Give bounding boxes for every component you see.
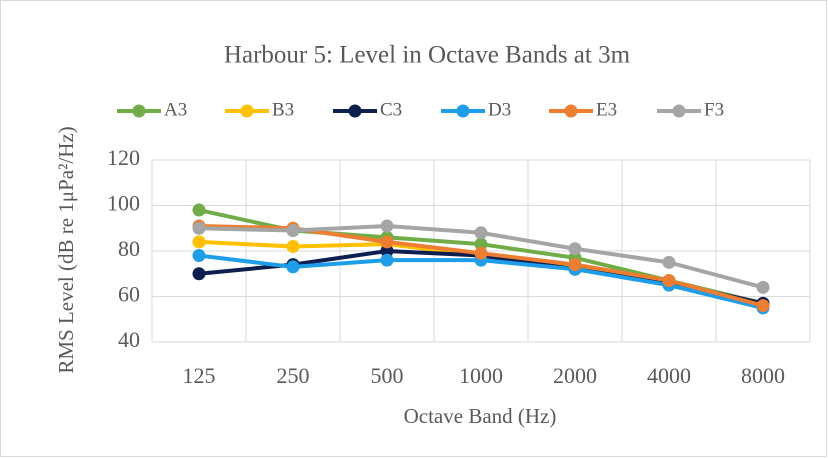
series bbox=[192, 219, 770, 294]
x-axis-label: Octave Band (Hz) bbox=[404, 404, 557, 428]
y-tick-label: 40 bbox=[118, 327, 140, 352]
point bbox=[286, 239, 300, 253]
x-tick-label: 4000 bbox=[647, 363, 691, 388]
legend-label: C3 bbox=[380, 99, 402, 120]
legend-marker bbox=[240, 104, 254, 118]
legend-label: E3 bbox=[596, 99, 617, 120]
y-tick-label: 60 bbox=[118, 282, 140, 307]
point bbox=[380, 235, 394, 249]
legend-label: F3 bbox=[704, 99, 724, 120]
x-tick-label: 1000 bbox=[459, 363, 503, 388]
point bbox=[756, 299, 770, 313]
legend-label: A3 bbox=[164, 99, 187, 120]
point bbox=[192, 267, 206, 281]
y-tick-label: 120 bbox=[107, 145, 140, 170]
x-tick-label: 500 bbox=[371, 363, 404, 388]
legend-marker bbox=[348, 104, 362, 118]
point bbox=[192, 235, 206, 249]
point bbox=[474, 237, 488, 251]
y-axis-label: RMS Level (dB re 1μPa²/Hz) bbox=[54, 126, 78, 373]
point bbox=[286, 260, 300, 274]
point bbox=[192, 221, 206, 235]
point bbox=[662, 255, 676, 269]
x-tick-label: 2000 bbox=[553, 363, 597, 388]
point bbox=[380, 244, 394, 258]
point bbox=[192, 203, 206, 217]
y-tick-label: 80 bbox=[118, 236, 140, 261]
point bbox=[756, 280, 770, 294]
legend-marker bbox=[564, 104, 578, 118]
legend-label: B3 bbox=[272, 99, 294, 120]
point bbox=[380, 219, 394, 233]
legend-marker bbox=[672, 104, 686, 118]
x-tick-label: 250 bbox=[277, 363, 310, 388]
y-tick-label: 100 bbox=[107, 191, 140, 216]
point bbox=[192, 249, 206, 263]
x-tick-label: 125 bbox=[183, 363, 216, 388]
legend-label: D3 bbox=[488, 99, 511, 120]
legend-marker bbox=[456, 104, 470, 118]
point bbox=[474, 246, 488, 260]
point bbox=[474, 226, 488, 240]
x-tick-label: 8000 bbox=[741, 363, 785, 388]
point bbox=[662, 274, 676, 288]
chart-title: Harbour 5: Level in Octave Bands at 3m bbox=[224, 42, 631, 69]
point bbox=[568, 242, 582, 256]
point bbox=[380, 253, 394, 267]
point bbox=[568, 258, 582, 272]
point bbox=[286, 224, 300, 238]
legend-marker bbox=[132, 104, 146, 118]
